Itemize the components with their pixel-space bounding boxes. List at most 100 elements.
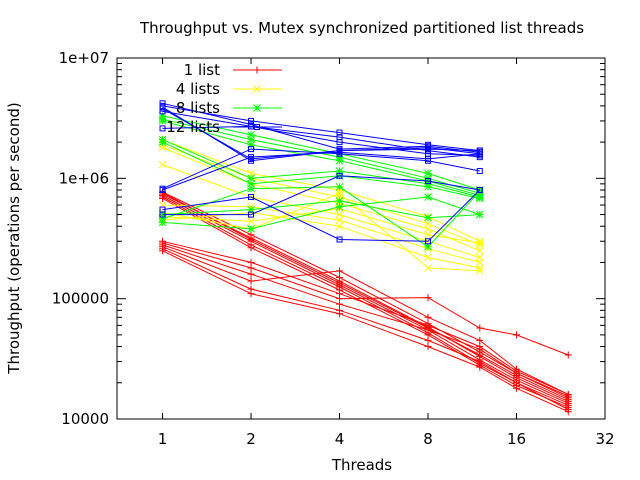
point-marker [476,324,484,332]
point-marker [425,155,432,162]
point-marker [475,239,484,247]
point-marker [564,351,572,359]
series-line [162,242,569,356]
point-marker [336,279,344,287]
point-marker [335,182,344,191]
point-marker [335,153,344,161]
y-tick-label: 10000 [61,410,109,428]
point-marker [424,336,432,344]
point-marker [336,267,344,275]
point-marker [335,167,344,175]
x-tick-label: 1 [158,430,168,448]
series-1-list [159,188,572,416]
point-marker [248,154,255,161]
series-line [162,148,480,190]
series-line [162,105,480,152]
point-marker [424,230,432,239]
point-marker [158,215,167,223]
legend-label: 12 lists [166,118,220,136]
point-marker [335,202,344,211]
point-marker [336,310,344,318]
series-line [162,250,569,413]
point-marker [159,186,166,193]
point-marker [159,108,166,115]
x-tick-label: 8 [423,430,433,448]
series-group [158,100,572,416]
series-line [162,244,569,397]
point-marker [424,182,432,191]
series-line [162,204,480,263]
point-marker [476,363,484,371]
series-line [162,196,480,230]
point-marker [424,242,432,251]
point-marker [336,139,343,146]
point-marker [513,331,521,339]
point-marker [247,174,255,183]
plot-frame [116,57,606,420]
series-line [162,102,480,153]
point-marker [475,258,484,267]
point-marker [424,225,432,233]
point-marker [248,146,255,153]
series-line [162,144,480,246]
point-marker [476,147,483,154]
x-tick-label: 32 [595,430,614,448]
point-marker [424,253,432,262]
point-marker [158,143,167,152]
point-marker [158,160,167,169]
point-marker [476,345,484,353]
series-line [162,248,569,410]
series-line [162,211,480,269]
series-line [162,151,480,191]
series-line [162,175,480,216]
point-marker [247,184,255,193]
point-marker [336,295,344,303]
legend-label: 4 lists [176,80,220,98]
point-marker [247,217,255,226]
point-marker [424,169,432,178]
series-line [162,141,480,199]
point-marker [248,193,255,200]
point-marker [475,187,484,196]
point-marker [159,125,166,132]
point-marker [253,104,261,112]
point-marker [424,343,432,351]
point-marker [253,66,261,74]
point-marker [336,172,343,179]
series-line [162,192,480,272]
series-line [162,240,569,395]
point-marker [159,211,166,218]
point-marker [425,238,432,245]
series-line [162,189,481,242]
y-tick-label: 1e+06 [59,169,109,187]
point-marker [476,186,483,193]
point-marker [158,117,167,125]
point-marker [335,196,344,205]
point-marker [253,85,261,93]
legend-label: 8 lists [176,99,220,117]
point-marker [424,294,432,302]
point-marker [248,123,255,130]
point-marker [247,205,255,214]
point-marker [564,408,572,416]
point-marker [335,156,344,165]
point-marker [248,117,255,124]
point-marker [564,390,572,398]
series-line [162,125,480,156]
y-tick-label: 1e+07 [59,49,109,67]
y-axis-label: Throughput (operations per second) [5,102,23,374]
point-marker [513,365,521,373]
point-marker [247,225,255,233]
point-marker [336,147,343,154]
point-marker [158,218,167,227]
point-marker [247,290,255,298]
point-marker [475,194,484,203]
legend-label: 1 list [184,61,220,79]
point-marker [424,326,432,334]
y-tick-label: 100000 [52,290,109,308]
point-marker [424,264,432,272]
point-marker [475,267,484,275]
x-tick-label: 16 [507,430,526,448]
